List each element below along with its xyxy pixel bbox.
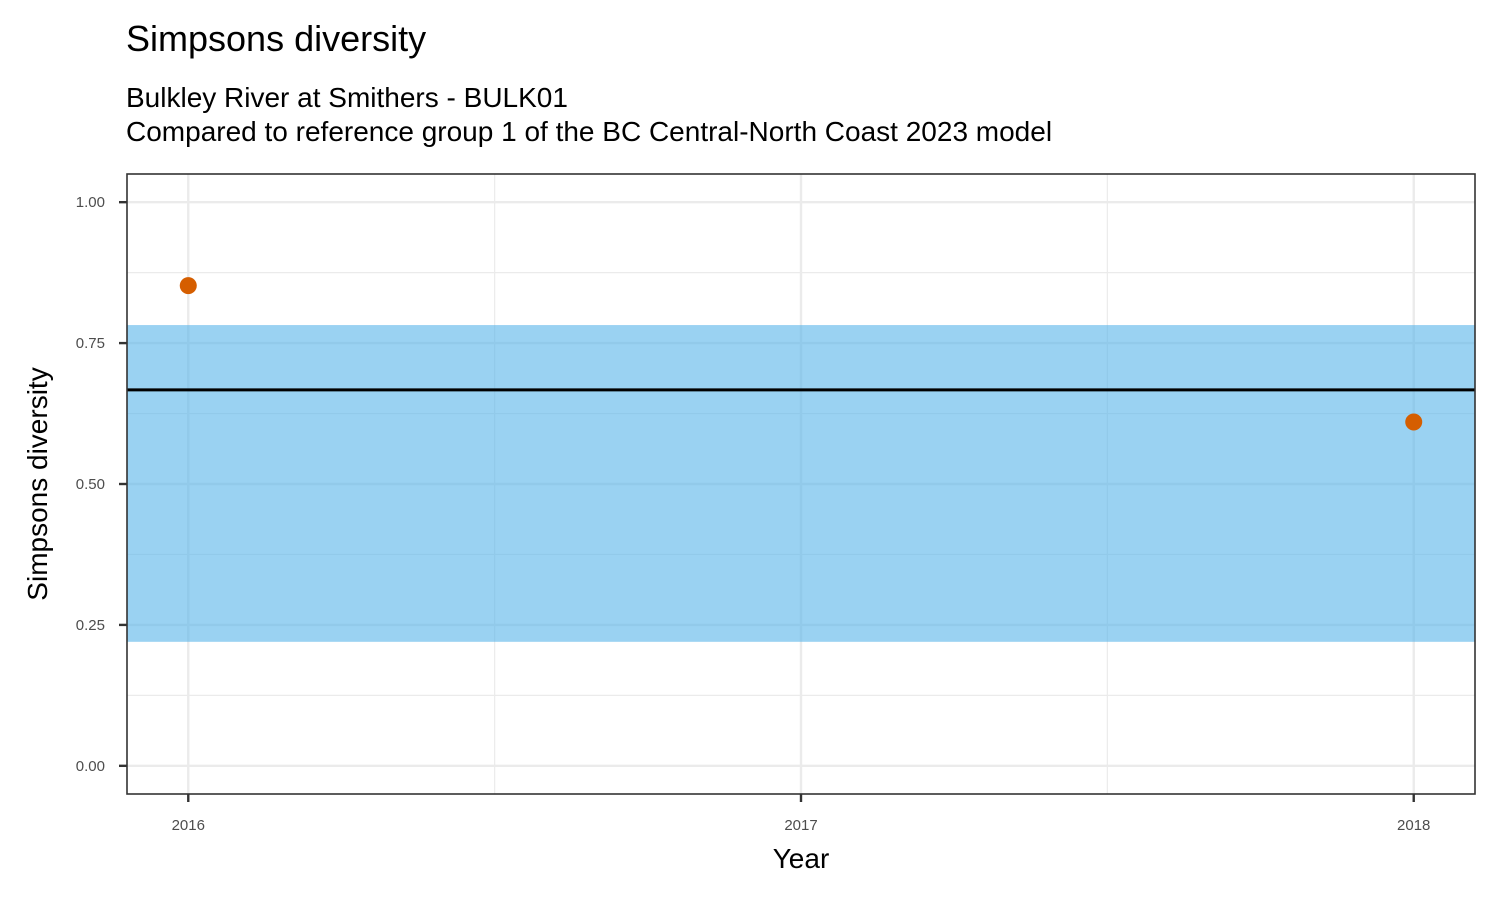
x-tick-label: 2017 (784, 817, 817, 834)
data-point (1405, 413, 1423, 431)
x-tick-label: 2018 (1397, 817, 1430, 834)
y-tick-label: 0.25 (76, 617, 105, 634)
y-tick-label: 0.75 (76, 335, 105, 352)
chart-subtitle-reference: Compared to reference group 1 of the BC … (126, 116, 1053, 147)
y-axis-title: Simpsons diversity (22, 367, 53, 600)
y-tick-label: 1.00 (76, 194, 105, 211)
data-point (179, 277, 197, 295)
x-tick-label: 2016 (172, 817, 205, 834)
x-axis-title: Year (773, 843, 830, 874)
data-points-layer (179, 277, 1423, 431)
reference-band (127, 325, 1475, 642)
reference-band-layer (127, 325, 1475, 642)
y-tick-label: 0.50 (76, 476, 105, 493)
y-tick-label: 0.00 (76, 758, 105, 775)
chart-subtitle-site: Bulkley River at Smithers - BULK01 (126, 82, 568, 113)
axes-layer: 0.00 0.25 0.50 0.75 1.00 2016 2017 2018 (76, 194, 1431, 834)
chart-title: Simpsons diversity (126, 18, 427, 59)
